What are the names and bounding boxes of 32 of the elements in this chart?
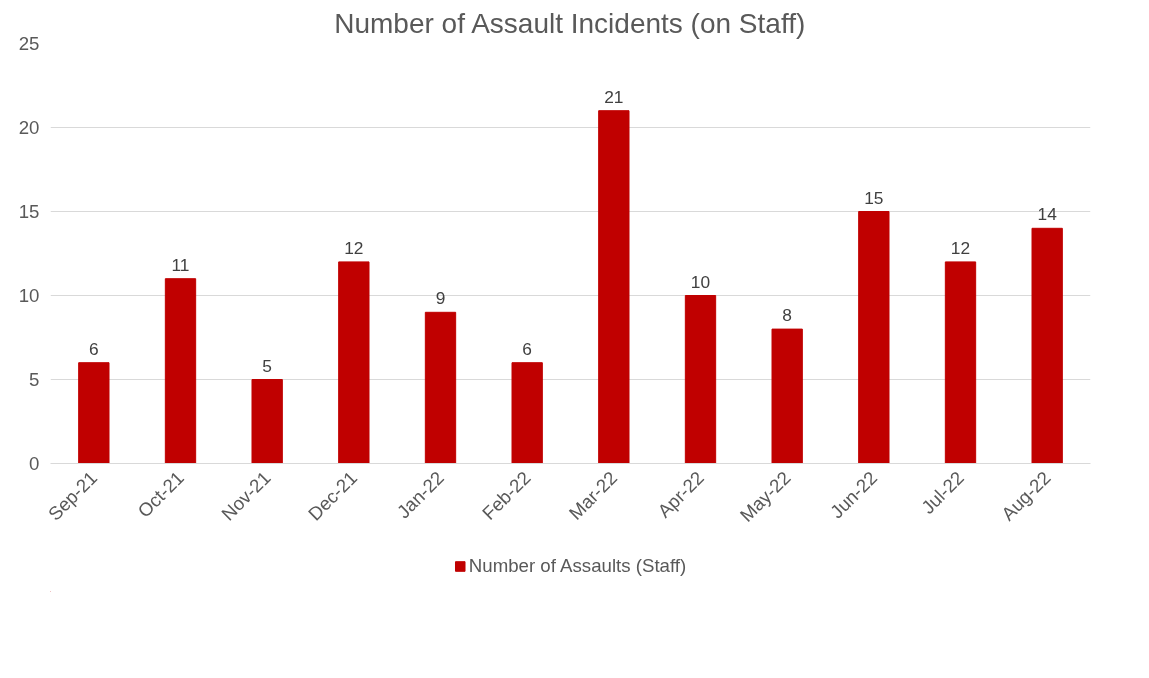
bar [858,211,890,464]
data-label: 15 [864,187,884,208]
y-tick-label: 20 [18,117,40,138]
y-tick-label: 10 [18,285,40,306]
bar [78,362,110,464]
data-label: 12 [344,237,364,258]
bar [771,328,803,464]
data-label: 6 [522,338,532,359]
y-tick-label: 15 [18,201,40,222]
bar [684,295,717,464]
bar [164,278,197,464]
y-tick-label: 5 [29,369,40,390]
bar [511,362,543,464]
legend-label: Number of Assaults (Staff) [468,555,687,577]
y-tick-label: 0 [29,453,40,474]
data-label: 9 [435,288,446,309]
data-label: 6 [89,338,99,359]
bar [338,261,370,464]
data-label: 21 [604,86,624,107]
y-tick-label: 25 [18,33,40,54]
bar [251,379,283,464]
bar [944,261,977,464]
data-label: 14 [1037,204,1058,225]
data-label: 5 [262,355,272,376]
data-label: 8 [782,305,792,326]
data-label: 11 [171,254,190,275]
data-label: 12 [950,237,971,258]
data-label: 10 [690,271,711,292]
bar [424,311,457,464]
bar [1031,227,1063,464]
bar [598,110,630,464]
chart-title: Number of Assault Incidents (on Staff) [334,7,806,39]
